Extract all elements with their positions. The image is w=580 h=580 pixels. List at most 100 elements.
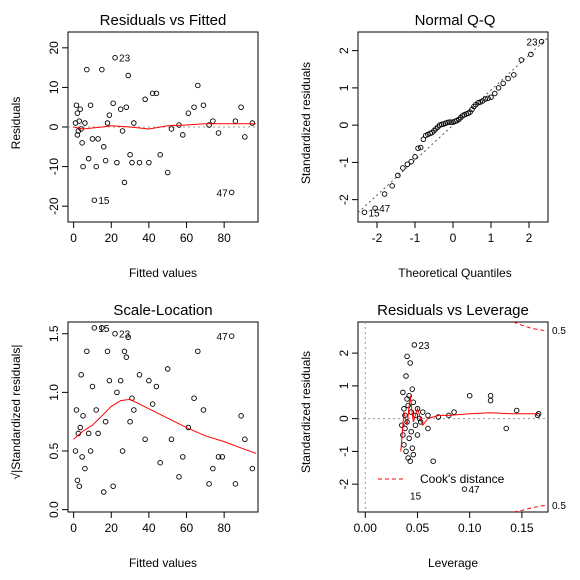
x-tick-label: 40 (142, 231, 156, 245)
data-point (164, 366, 171, 372)
data-point (215, 454, 222, 460)
data-point (80, 163, 86, 170)
data-point (389, 183, 395, 189)
data-point (400, 432, 406, 438)
x-tick-label: 0.10 (458, 521, 482, 535)
data-point (91, 197, 98, 203)
data-point (232, 118, 239, 124)
x-tick-label: 0 (70, 521, 77, 535)
x-tick-label: -2 (372, 231, 383, 245)
data-point (85, 155, 92, 162)
data-point (123, 104, 130, 110)
x-tick-label: 0.05 (406, 521, 430, 535)
data-point (95, 430, 101, 437)
cooks-distance-contour (513, 322, 548, 332)
data-point (461, 486, 468, 492)
data-point (215, 130, 222, 136)
data-point (87, 448, 94, 454)
point-label: 15 (98, 324, 110, 335)
data-point (93, 163, 99, 170)
panel-title: Residuals vs Fitted (100, 12, 227, 29)
panel-title: Residuals vs Leverage (377, 302, 529, 319)
data-point (136, 372, 143, 378)
data-point (381, 191, 388, 197)
data-point (127, 151, 133, 158)
panel-scale-location: Scale-Location Fitted values √|Standardi… (9, 302, 259, 570)
qq-reference-line (358, 37, 548, 214)
y-axis-label: √|Standardized residuals| (9, 345, 23, 480)
data-point (475, 100, 481, 106)
data-point (395, 172, 401, 179)
y-tick-label: 0 (337, 121, 351, 128)
data-point (112, 330, 118, 337)
data-point (74, 132, 81, 138)
x-tick-label: 0 (70, 231, 77, 245)
panel-residuals-vs-fitted: Residuals vs Fitted Fitted values Residu… (9, 12, 259, 280)
data-point (412, 412, 419, 419)
data-point (123, 354, 130, 360)
data-point (102, 157, 109, 164)
x-tick-label: 60 (180, 521, 194, 535)
data-point (238, 413, 244, 419)
panel-residuals-vs-leverage: Residuals vs Leverage Leverage Standardi… (299, 302, 566, 570)
data-point (372, 205, 378, 211)
plot-area: 0 20 40 60 80 0.0 0.5 1.0 1.5 15 23 47 (47, 321, 259, 535)
data-point (482, 96, 489, 102)
smooth-line (73, 123, 257, 130)
data-point (142, 96, 148, 103)
data-point (414, 406, 421, 412)
x-tick-label: 0.00 (354, 521, 378, 535)
data-point (84, 348, 90, 355)
data-point (149, 401, 156, 407)
data-point (84, 66, 90, 73)
point-label: 15 (368, 208, 380, 219)
point-label: 47 (379, 204, 391, 215)
data-point (488, 94, 494, 100)
point-label: 23 (526, 38, 538, 49)
data-point (435, 414, 442, 420)
panel-title: Normal Q-Q (415, 12, 496, 29)
data-point (409, 445, 416, 451)
y-tick-label: -20 (47, 197, 61, 215)
data-point (448, 119, 454, 125)
data-point (89, 136, 96, 142)
data-point (415, 145, 421, 151)
data-point (185, 110, 192, 116)
plot-content (358, 322, 548, 512)
x-tick-label: 60 (180, 231, 194, 245)
data-point (73, 102, 80, 108)
data-point (405, 402, 411, 409)
data-point (446, 119, 452, 125)
smooth-line (400, 395, 539, 452)
x-axis-label: Fitted values (129, 556, 197, 570)
data-point (191, 104, 197, 110)
data-point (407, 458, 413, 464)
data-point (74, 110, 81, 116)
data-point (404, 161, 411, 168)
data-point (495, 85, 502, 91)
panel-title: Scale-Location (113, 302, 212, 319)
y-tick-label: 2 (337, 349, 351, 356)
data-point (410, 451, 417, 458)
y-tick-label: 0 (47, 123, 61, 130)
y-tick-label: 0.5 (47, 442, 61, 459)
data-point (95, 136, 101, 142)
point-label: 23 (418, 341, 430, 352)
data-point (406, 392, 412, 399)
y-tick-label: -10 (47, 158, 61, 176)
point-label: 15 (410, 492, 422, 503)
y-tick-label: -2 (337, 194, 351, 205)
data-point (430, 458, 436, 464)
data-point (79, 140, 85, 146)
x-tick-label: -1 (410, 231, 421, 245)
data-point (106, 377, 113, 384)
y-tick-label: 1 (337, 84, 351, 91)
data-point (93, 407, 99, 413)
data-point (142, 436, 148, 443)
data-point (200, 102, 207, 108)
data-point (80, 413, 86, 419)
data-point (89, 383, 96, 390)
x-tick-label: 80 (217, 231, 231, 245)
data-point (85, 430, 92, 437)
